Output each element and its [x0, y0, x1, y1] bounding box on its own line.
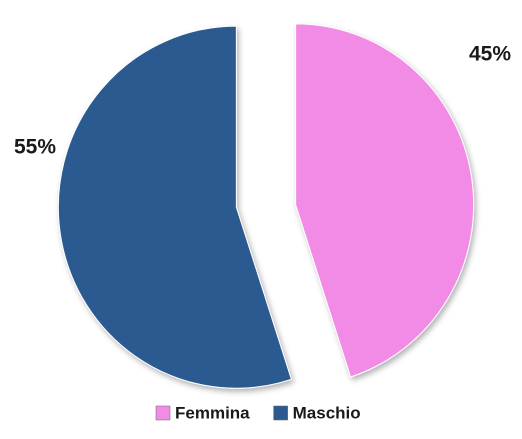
legend-swatch: [155, 405, 171, 421]
pie: [57, 23, 475, 389]
pie-slice: [295, 23, 475, 378]
legend-label: Maschio: [293, 403, 361, 422]
data-label: 55%: [14, 136, 56, 159]
labels: 45% 55%: [14, 43, 511, 159]
legend: Femmina Maschio: [155, 403, 361, 422]
legend-label: Femmina: [175, 403, 250, 422]
legend-swatch: [273, 405, 288, 421]
data-label: 45%: [469, 43, 511, 66]
pie-slice: [57, 25, 293, 389]
